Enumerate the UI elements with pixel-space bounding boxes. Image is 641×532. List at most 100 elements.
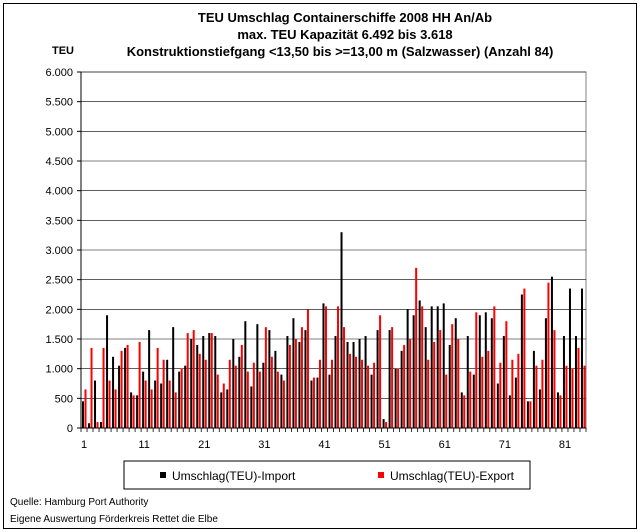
bar-import: [130, 392, 133, 428]
bar-import: [526, 401, 529, 428]
legend-label-import: Umschlag(TEU)-Import: [172, 469, 296, 483]
bar-import: [484, 312, 487, 428]
bar-import: [232, 339, 235, 428]
bar-export: [174, 392, 177, 428]
bar-import: [328, 374, 331, 428]
bar-import: [514, 377, 517, 428]
bar-export: [541, 359, 544, 428]
bar-import: [160, 383, 163, 428]
bar-import: [466, 336, 469, 428]
bar-import: [562, 336, 565, 428]
bar-import: [424, 327, 427, 428]
bar-import: [292, 318, 295, 428]
bar-import: [190, 339, 193, 428]
bar-export: [186, 333, 189, 428]
bar-export: [234, 365, 237, 428]
bar-export: [156, 347, 159, 428]
bar-export: [487, 350, 490, 428]
bar-export: [397, 368, 400, 428]
bar-export: [535, 365, 538, 428]
bar-export: [150, 389, 153, 428]
bar-import: [238, 356, 241, 428]
bar-import: [454, 318, 457, 428]
y-tick-label: 1.000: [45, 364, 73, 376]
bar-export: [565, 365, 568, 428]
legend-label-export: Umschlag(TEU)-Export: [390, 469, 515, 483]
bar-import: [250, 386, 253, 428]
bar-export: [84, 389, 87, 428]
bar-import: [544, 318, 547, 428]
bar-export: [553, 330, 556, 428]
bar-import: [490, 318, 493, 428]
bar-import: [478, 315, 481, 428]
y-tick-label: 2.500: [45, 275, 73, 287]
x-tick-label: 81: [559, 439, 571, 451]
bar-import: [106, 315, 109, 428]
legend-swatch-export: [378, 472, 384, 478]
bar-import: [388, 330, 391, 428]
bar-export: [361, 359, 364, 428]
bar-import: [418, 300, 421, 428]
bar-import: [442, 303, 445, 428]
bar-export: [306, 309, 309, 428]
bar-export: [180, 368, 183, 428]
bar-import: [574, 336, 577, 428]
bar-export: [469, 371, 472, 428]
bar-export: [355, 356, 358, 428]
y-tick-label: 5.500: [45, 97, 73, 109]
bar-import: [472, 374, 475, 428]
bar-export: [108, 380, 111, 428]
y-tick-label: 0: [67, 423, 73, 435]
x-tick-label: 61: [439, 439, 451, 451]
bar-export: [270, 356, 273, 428]
y-tick-label: 3.000: [45, 245, 73, 257]
bar-import: [316, 377, 319, 428]
bar-export: [282, 380, 285, 428]
bar-import: [94, 380, 97, 428]
bar-export: [475, 312, 478, 428]
bar-export: [198, 353, 201, 428]
bar-import: [352, 341, 355, 428]
x-tick-label: 71: [499, 439, 511, 451]
bar-import: [208, 333, 211, 428]
title-line-2: max. TEU Kapazität 6.492 bis 3.618: [237, 27, 452, 42]
bar-import: [400, 350, 403, 428]
bar-import: [394, 368, 397, 428]
bar-import: [406, 309, 409, 428]
bar-import: [286, 336, 289, 428]
y-tick-label: 5.000: [45, 126, 73, 138]
bar-export: [318, 359, 321, 428]
bar-import: [142, 371, 145, 428]
bars: [82, 232, 586, 428]
bar-import: [256, 324, 259, 428]
bar-export: [258, 371, 261, 428]
y-tick-labels: 0 500 1.000 1.500 2.000 2.500 3.000 3.500 4.000 4…: [45, 67, 73, 435]
bar-import: [202, 336, 205, 428]
title-line-3: Konstruktionstiefgang <13,50 bis >=13,00…: [127, 44, 554, 59]
bar-import: [298, 341, 301, 428]
chart-title: TEU Umschlag Containerschiffe 2008 HH An…: [127, 10, 554, 59]
bar-export: [264, 327, 267, 428]
source-line-2: Eigene Auswertung Förderkreis Rettet die…: [10, 514, 218, 525]
bar-export: [132, 395, 135, 428]
y-tick-label: 3.500: [45, 215, 73, 227]
bar-export: [427, 359, 430, 428]
bar-import: [376, 330, 379, 428]
bar-import: [184, 365, 187, 428]
bar-import: [112, 356, 115, 428]
bar-import: [502, 336, 505, 428]
bar-import: [220, 392, 223, 428]
bar-export: [120, 350, 123, 428]
bar-import: [370, 374, 373, 428]
bar-export: [192, 330, 195, 428]
bar-import: [550, 276, 553, 428]
bar-export: [330, 359, 333, 428]
bar-export: [415, 267, 418, 428]
bar-export: [276, 371, 279, 428]
bar-import: [538, 389, 541, 428]
bar-import: [166, 359, 169, 428]
bar-export: [523, 288, 526, 428]
bar-export: [204, 359, 207, 428]
legend-swatch-import: [160, 472, 166, 478]
